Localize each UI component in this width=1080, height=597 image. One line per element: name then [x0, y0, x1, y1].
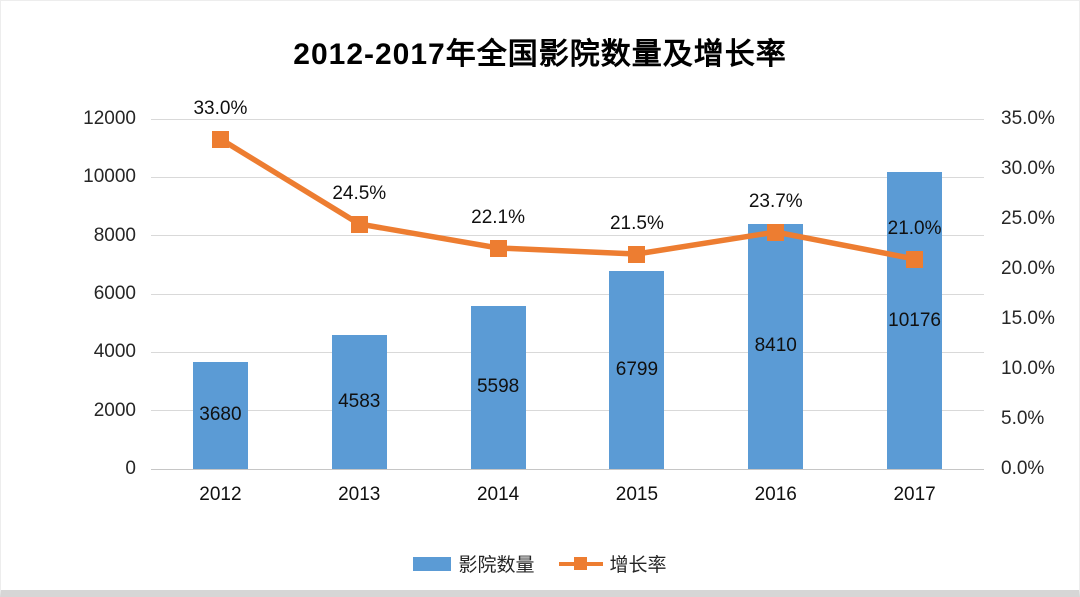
left-axis-tick: 12000 — [83, 108, 136, 129]
gridline — [151, 410, 984, 412]
growth-line-marker — [489, 239, 507, 257]
x-axis-label: 2016 — [754, 484, 797, 505]
legend-label-cinema-count: 影院数量 — [458, 555, 535, 576]
cinema-count-bar — [470, 305, 526, 469]
cinema-count-bar — [609, 270, 665, 469]
legend-line-swatch-icon — [558, 555, 603, 572]
right-axis-tick: 15.0% — [1001, 308, 1055, 329]
gridline — [151, 351, 984, 353]
growth-rate-label: 21.0% — [887, 218, 942, 239]
growth-line-marker — [350, 215, 368, 233]
left-axis-tick: 4000 — [93, 341, 136, 363]
cinema-count-bar — [192, 361, 248, 469]
right-axis-tick: 10.0% — [1001, 358, 1055, 379]
growth-line-marker — [211, 130, 229, 148]
x-axis-label: 2017 — [893, 484, 936, 505]
bar-value-label: 6799 — [615, 358, 659, 380]
legend-bar-swatch-icon — [413, 556, 452, 571]
legend-line-marker — [574, 557, 587, 570]
legend-item-cinema-count: 影院数量 — [413, 550, 535, 577]
x-axis-label: 2014 — [476, 484, 520, 505]
right-axis-tick: 0.0% — [1001, 458, 1045, 479]
bar-value-label: 5598 — [476, 376, 520, 398]
growth-rate-label: 22.1% — [471, 207, 526, 228]
left-axis-tick: 2000 — [93, 399, 136, 421]
right-axis-tick: 35.0% — [1001, 108, 1055, 129]
gridline — [151, 118, 984, 120]
left-axis-tick: 6000 — [93, 283, 136, 304]
chart-title: 2012-2017年全国影院数量及增长率 — [293, 38, 787, 71]
right-axis-tick: 5.0% — [1001, 408, 1045, 429]
bar-value-label: 8410 — [754, 335, 797, 357]
gridline — [151, 468, 984, 470]
growth-rate-label: 21.5% — [609, 213, 664, 234]
chart-legend: 影院数量 增长率 — [1, 550, 1079, 577]
growth-line-marker — [628, 245, 646, 263]
growth-rate-label: 23.7% — [748, 191, 803, 212]
x-axis-label: 2013 — [338, 484, 381, 505]
x-axis-label: 2012 — [199, 484, 242, 505]
right-axis-tick: 30.0% — [1001, 158, 1055, 179]
cinema-count-bar — [331, 335, 387, 469]
growth-line-marker — [767, 223, 785, 241]
legend-item-growth-rate: 增长率 — [558, 550, 667, 577]
right-axis-tick: 20.0% — [1001, 258, 1055, 279]
legend-label-growth-rate: 增长率 — [609, 555, 667, 576]
right-axis-tick: 25.0% — [1001, 208, 1055, 229]
growth-line-marker — [906, 250, 924, 268]
left-axis-tick: 0 — [125, 458, 136, 479]
x-axis-label: 2015 — [615, 484, 659, 505]
bar-value-label: 4583 — [338, 391, 381, 413]
bar-value-label: 3680 — [199, 404, 242, 426]
growth-rate-label: 24.5% — [332, 183, 387, 204]
bar-value-label: 10176 — [888, 309, 941, 331]
growth-rate-label: 33.0% — [193, 98, 248, 119]
gridline — [151, 176, 984, 178]
gridline — [151, 235, 984, 237]
cinema-count-bar — [748, 223, 804, 469]
gridline — [151, 293, 984, 295]
left-axis-tick: 10000 — [83, 166, 136, 188]
left-axis-tick: 8000 — [93, 224, 136, 246]
